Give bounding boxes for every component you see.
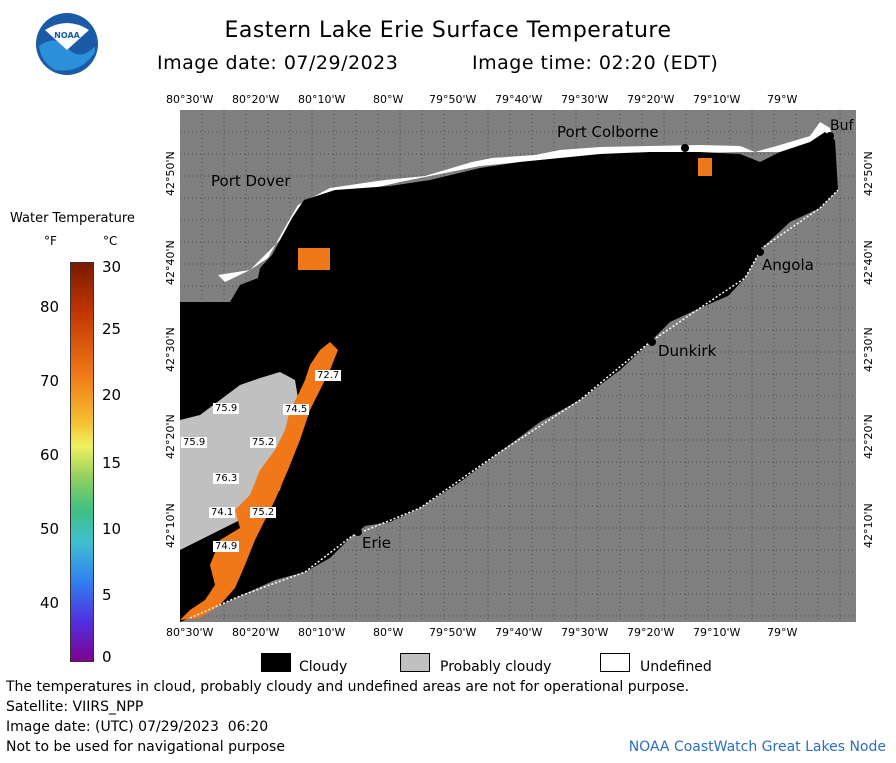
- f-label: 40: [40, 594, 60, 612]
- f-label: 50: [40, 520, 60, 538]
- temp-reading: 76.3: [213, 473, 240, 484]
- lon-tick: 80°30'W: [166, 93, 214, 106]
- lon-tick: 79°50'W: [429, 626, 477, 639]
- image-date: Image date: 07/29/2023: [157, 52, 399, 74]
- image-date-utc: Image date: (UTC) 07/29/2023 06:20: [6, 719, 269, 735]
- lon-tick: 79°40'W: [495, 626, 543, 639]
- disclaimer: The temperatures in cloud, probably clou…: [6, 679, 690, 695]
- lat-tick: 42°30'N: [164, 327, 177, 372]
- c-label: 10: [102, 520, 122, 538]
- place-label-port-dover: Port Dover: [211, 172, 291, 190]
- city-dot: [648, 338, 656, 346]
- place-label-buffalo: Buf: [830, 118, 854, 134]
- lon-tick: 79°W: [767, 93, 798, 106]
- lon-tick: 79°40'W: [495, 93, 543, 106]
- lon-tick: 80°20'W: [232, 626, 280, 639]
- temp-reading: 75.9: [213, 403, 240, 414]
- f-label: 70: [40, 372, 60, 390]
- unit-fahrenheit: °F: [44, 234, 57, 248]
- legend-title: Water Temperature: [10, 211, 135, 226]
- page-title: Eastern Lake Erie Surface Temperature: [224, 18, 672, 43]
- temp-reading: 72.7: [315, 370, 342, 381]
- f-label: 60: [40, 446, 60, 464]
- lat-tick: 42°20'N: [862, 414, 875, 459]
- city-dot: [681, 144, 689, 152]
- key-label-cloudy: Cloudy: [299, 659, 348, 675]
- place-label-erie: Erie: [362, 534, 392, 552]
- lon-tick: 80°10'W: [298, 93, 346, 106]
- lake-cloud: [180, 132, 838, 622]
- key-label-probably-cloudy: Probably cloudy: [440, 659, 552, 675]
- c-label: 25: [102, 320, 122, 338]
- satellite-info: Satellite: VIIRS_NPP: [6, 699, 144, 715]
- lon-tick: 79°30'W: [561, 626, 609, 639]
- unit-celsius: °C: [103, 234, 118, 248]
- temp-reading: 74.9: [213, 541, 240, 552]
- city-dot: [826, 132, 834, 140]
- lat-tick: 42°30'N: [862, 327, 875, 372]
- temp-reading: 75.2: [250, 437, 277, 448]
- lon-tick: 79°W: [767, 626, 798, 639]
- c-label: 5: [102, 586, 112, 604]
- lat-tick: 42°10'N: [862, 503, 875, 548]
- lat-tick: 42°40'N: [164, 240, 177, 285]
- temp-reading: 75.9: [181, 437, 208, 448]
- lon-tick: 79°20'W: [627, 626, 675, 639]
- lat-tick: 42°50'N: [862, 151, 875, 196]
- city-dot: [354, 528, 362, 536]
- logo-text: NOAA: [54, 31, 80, 40]
- lon-tick: 80°10'W: [298, 626, 346, 639]
- color-scale-bar: [70, 262, 94, 662]
- lon-tick: 79°10'W: [693, 93, 741, 106]
- lat-tick: 42°10'N: [164, 503, 177, 548]
- lat-tick: 42°20'N: [164, 414, 177, 459]
- lon-tick: 79°10'W: [693, 626, 741, 639]
- city-dot: [756, 248, 764, 256]
- temp-reading: 74.5: [283, 404, 310, 415]
- nav-warning: Not to be used for navigational purpose: [6, 739, 285, 755]
- temp-reading: 74.1: [209, 507, 236, 518]
- lon-tick: 80°30'W: [166, 626, 214, 639]
- warm-water-patch: [298, 248, 330, 270]
- lat-tick: 42°40'N: [862, 240, 875, 285]
- noaa-logo: NOAA: [35, 12, 99, 76]
- place-label-dunkirk: Dunkirk: [658, 342, 717, 360]
- lon-tick: 79°20'W: [627, 93, 675, 106]
- probably-cloudy-area: [180, 372, 300, 550]
- c-label: 30: [102, 258, 122, 276]
- key-swatch-cloudy: [261, 653, 291, 672]
- place-label-angola: Angola: [762, 256, 814, 274]
- lon-tick: 80°W: [373, 93, 404, 106]
- lon-tick: 79°30'W: [561, 93, 609, 106]
- image-time: Image time: 02:20 (EDT): [472, 52, 719, 74]
- key-swatch-probably-cloudy: [400, 653, 430, 672]
- warm-water-patch: [698, 158, 712, 176]
- key-swatch-undefined: [600, 653, 630, 672]
- f-label: 80: [40, 298, 60, 316]
- c-label: 15: [102, 454, 122, 472]
- lon-tick: 80°20'W: [232, 93, 280, 106]
- c-label: 20: [102, 386, 122, 404]
- lat-tick: 42°50'N: [164, 151, 177, 196]
- lon-tick: 80°W: [373, 626, 404, 639]
- lon-tick: 79°50'W: [429, 93, 477, 106]
- key-label-undefined: Undefined: [640, 659, 712, 675]
- temp-reading: 75.2: [250, 507, 277, 518]
- lake-map: [180, 110, 856, 622]
- c-label: 0: [102, 648, 112, 666]
- south-shoreline: [189, 189, 839, 619]
- credit-link[interactable]: NOAA CoastWatch Great Lakes Node: [628, 739, 886, 755]
- place-label-port-colborne: Port Colborne: [557, 123, 659, 141]
